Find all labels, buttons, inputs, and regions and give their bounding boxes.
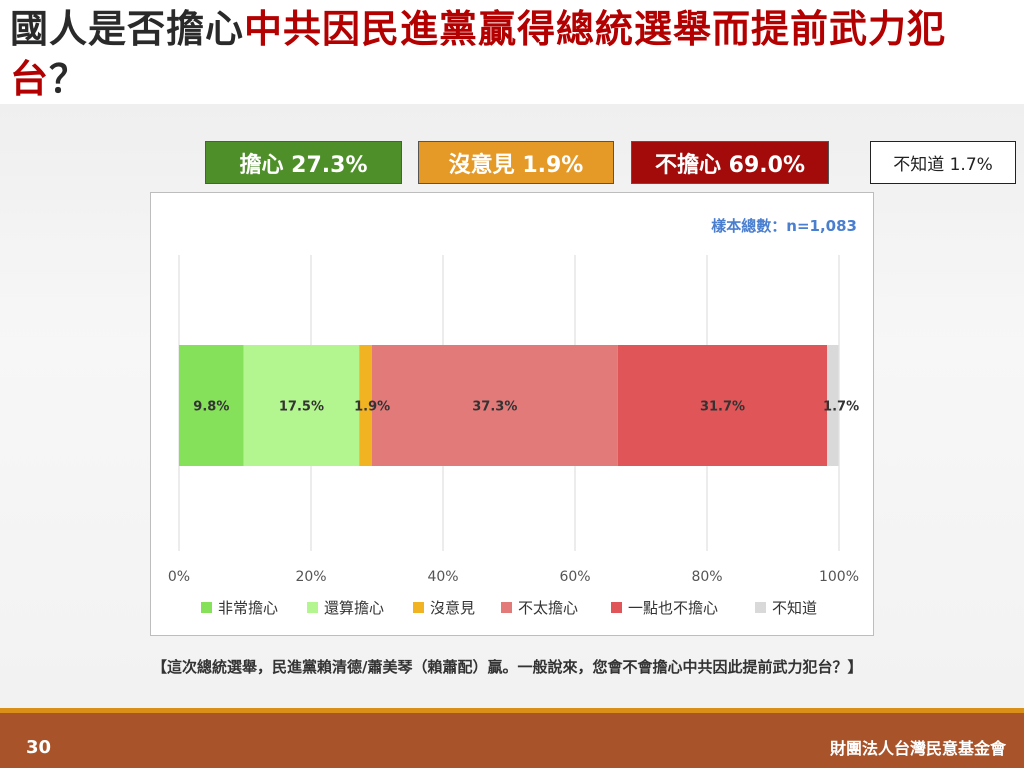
legend-swatch bbox=[755, 602, 766, 613]
legend-swatch bbox=[501, 602, 512, 613]
x-tick-label: 0% bbox=[168, 569, 190, 585]
x-tick-label: 80% bbox=[691, 569, 722, 585]
legend-swatch bbox=[413, 602, 424, 613]
footer-bar: 30 財團法人台灣民意基金會 bbox=[0, 708, 1024, 768]
x-tick-label: 40% bbox=[427, 569, 458, 585]
legend-label: 不太擔心 bbox=[518, 599, 578, 617]
bar-segment bbox=[243, 345, 360, 466]
bar-segment bbox=[371, 345, 618, 466]
data-label: 9.8% bbox=[193, 400, 229, 415]
bar-segment bbox=[179, 345, 244, 466]
summary-dont-know-box: 不知道 1.7% bbox=[870, 141, 1016, 184]
legend-label: 不知道 bbox=[772, 599, 817, 617]
legend-swatch bbox=[307, 602, 318, 613]
sample-size-label: 樣本總數：n=1,083 bbox=[711, 217, 857, 235]
data-label: 37.3% bbox=[472, 400, 517, 415]
bar-segment bbox=[827, 345, 839, 466]
x-tick-label: 20% bbox=[295, 569, 326, 585]
page-number: 30 bbox=[26, 737, 52, 758]
bar-segment bbox=[359, 345, 372, 466]
x-tick-label: 60% bbox=[559, 569, 590, 585]
survey-question: 【這次總統選舉，民進黨賴清德/蕭美琴（賴蕭配）贏。一般說來，您會不會擔心中共因此… bbox=[152, 658, 863, 676]
summary-not-worry-box: 不擔心 69.0% bbox=[631, 141, 829, 184]
legend-swatch bbox=[201, 602, 212, 613]
title-part-1: 國人是否擔心 bbox=[10, 7, 245, 51]
title-part-2: 中共因民進黨贏得總統選舉而提前武力犯台 bbox=[10, 7, 947, 101]
data-label: 1.7% bbox=[823, 400, 859, 415]
organization-name: 財團法人台灣民意基金會 bbox=[829, 739, 1006, 758]
legend-label: 一點也不擔心 bbox=[628, 599, 718, 617]
data-label: 31.7% bbox=[700, 400, 745, 415]
data-label: 17.5% bbox=[279, 400, 324, 415]
summary-no-opinion-box: 沒意見 1.9% bbox=[418, 141, 614, 184]
summary-worry-box: 擔心 27.3% bbox=[205, 141, 402, 184]
legend-label: 還算擔心 bbox=[324, 599, 384, 617]
legend-label: 非常擔心 bbox=[218, 599, 278, 617]
x-tick-label: 100% bbox=[819, 569, 859, 585]
legend-swatch bbox=[611, 602, 622, 613]
chart-panel: 樣本總數：n=1,083 0% 20% 40% 60% 80% 100% 9.8% 17.5%… bbox=[150, 192, 874, 636]
title-part-3: ？ bbox=[49, 57, 89, 101]
data-label: 1.9% bbox=[354, 400, 390, 415]
legend-label: 沒意見 bbox=[430, 599, 475, 617]
slide-title: 國人是否擔心中共因民進黨贏得總統選舉而提前武力犯台？ bbox=[10, 4, 1014, 104]
bar-segment bbox=[617, 345, 828, 466]
stacked-bar-chart: 0% 20% 40% 60% 80% 100% 9.8% 17.5% 1.9% 37.3% 31.7… bbox=[168, 255, 859, 617]
